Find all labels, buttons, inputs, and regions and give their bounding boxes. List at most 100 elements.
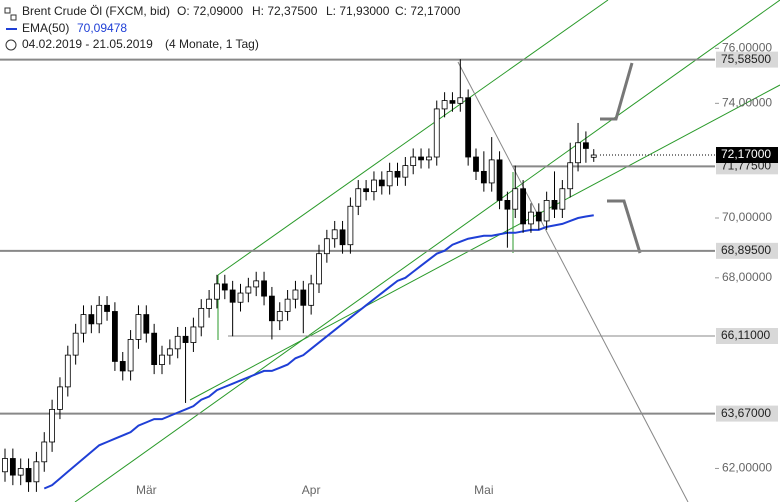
- candle-body: [300, 289, 307, 306]
- candle-body: [72, 332, 79, 356]
- candle-body: [480, 170, 487, 184]
- plot: 76,00000 74,00000 70,00000 68,00000 62,00000…: [0, 40, 778, 497]
- candle-body: [17, 468, 24, 476]
- candle-body: [190, 326, 197, 343]
- candle-body: [433, 108, 440, 158]
- candle-body: [276, 311, 283, 322]
- arrow: [600, 62, 634, 121]
- date-span: (4 Monate, 1 Tag): [165, 37, 259, 51]
- ohlc-low: L: 71,93000: [326, 4, 390, 18]
- candle-body: [441, 100, 448, 110]
- candle-body: [339, 229, 346, 246]
- candle-body: [567, 162, 574, 190]
- candle-body: [268, 295, 275, 322]
- candle-body: [386, 170, 393, 187]
- candle-body: [418, 156, 424, 161]
- y-tick-label: 70,00000: [722, 210, 772, 224]
- candle-body: [473, 156, 479, 172]
- candle-body: [316, 253, 322, 285]
- y-tick-label: 62,00000: [722, 461, 772, 475]
- candle-body: [206, 298, 213, 309]
- candle-body: [347, 205, 354, 246]
- candle-body: [465, 97, 472, 158]
- x-tick-label: Mai: [474, 483, 493, 497]
- candle-body: [2, 458, 8, 473]
- level-label-box: [716, 327, 778, 344]
- candle-body: [583, 142, 589, 149]
- candle-body: [159, 354, 165, 365]
- candle-body: [135, 314, 142, 340]
- candle-body: [394, 170, 401, 178]
- candle-body: [363, 188, 370, 193]
- price-label-box: [716, 147, 778, 164]
- legend-ema-value: 70,09478: [77, 21, 127, 35]
- drawings: [74, 0, 780, 502]
- candle-body: [575, 142, 581, 164]
- candle-body: [496, 159, 503, 201]
- candle-body: [49, 408, 55, 443]
- title: Brent Crude Öl (FXCM, bid): [22, 4, 170, 18]
- candle-body: [104, 304, 110, 312]
- candle-body: [127, 339, 134, 372]
- candle-body: [543, 199, 550, 222]
- candle-body: [284, 298, 291, 312]
- ohlc-high: H: 72,37500: [252, 4, 318, 18]
- legend-ema: EMA(50): [22, 21, 69, 35]
- candle-body: [229, 289, 236, 303]
- candle-body: [237, 292, 244, 303]
- candle-body: [112, 311, 118, 362]
- candle-body: [245, 286, 252, 294]
- candle-body: [488, 159, 495, 184]
- candle-body: [253, 280, 260, 288]
- date-range: 04.02.2019 - 21.05.2019: [22, 37, 153, 51]
- candle-body: [214, 283, 220, 300]
- candle-body: [57, 386, 63, 410]
- candle-body: [292, 289, 299, 300]
- candle-body: [221, 283, 228, 291]
- x-tick-label: Apr: [302, 483, 321, 497]
- candle-body: [308, 283, 315, 306]
- trend-channel: [189, 84, 780, 401]
- y-tick-label: 74,00000: [722, 96, 772, 110]
- level-label: 66,11000: [721, 328, 770, 342]
- candle-body: [9, 458, 16, 476]
- level-label: 68,89500: [721, 243, 771, 257]
- candle-body: [355, 188, 362, 207]
- level-label-box: [716, 51, 778, 68]
- y-tick-label: 76,00000: [722, 40, 772, 54]
- candle-body: [143, 314, 150, 334]
- fan-line: [457, 61, 689, 502]
- candle-body: [402, 165, 409, 178]
- candle-body: [520, 188, 526, 225]
- candle-body: [41, 441, 48, 463]
- arrow: [607, 199, 642, 254]
- candle-body: [64, 354, 71, 388]
- level-label-box: [716, 242, 778, 259]
- candle-body: [559, 188, 566, 210]
- candle-body: [33, 461, 40, 483]
- header: Brent Crude Öl (FXCM, bid) O: 72,09000 H…: [4, 4, 461, 51]
- candle-body: [80, 314, 87, 334]
- price-label: 72,17000: [721, 147, 771, 161]
- candle-body: [378, 179, 385, 187]
- candle-body: [410, 156, 417, 167]
- candle-body: [512, 188, 519, 210]
- clock-icon: [5, 39, 17, 51]
- candle-body: [174, 335, 181, 350]
- level-label: 63,67000: [721, 406, 771, 420]
- candle-body: [166, 348, 173, 356]
- candle-body: [535, 211, 542, 222]
- candle-body: [371, 179, 377, 193]
- ohlc-close: C: 72,17000: [395, 4, 461, 18]
- candle-body: [25, 468, 32, 483]
- candle-body: [551, 199, 558, 210]
- candle-body: [590, 154, 597, 158]
- level-label: 75,58500: [721, 52, 771, 66]
- ema-line: [43, 214, 594, 490]
- ohlc-open: O: 72,09000: [177, 4, 243, 18]
- candle-body: [449, 100, 456, 104]
- candle-body: [528, 211, 534, 225]
- candle-body: [425, 156, 432, 161]
- level-label-box: [716, 405, 778, 422]
